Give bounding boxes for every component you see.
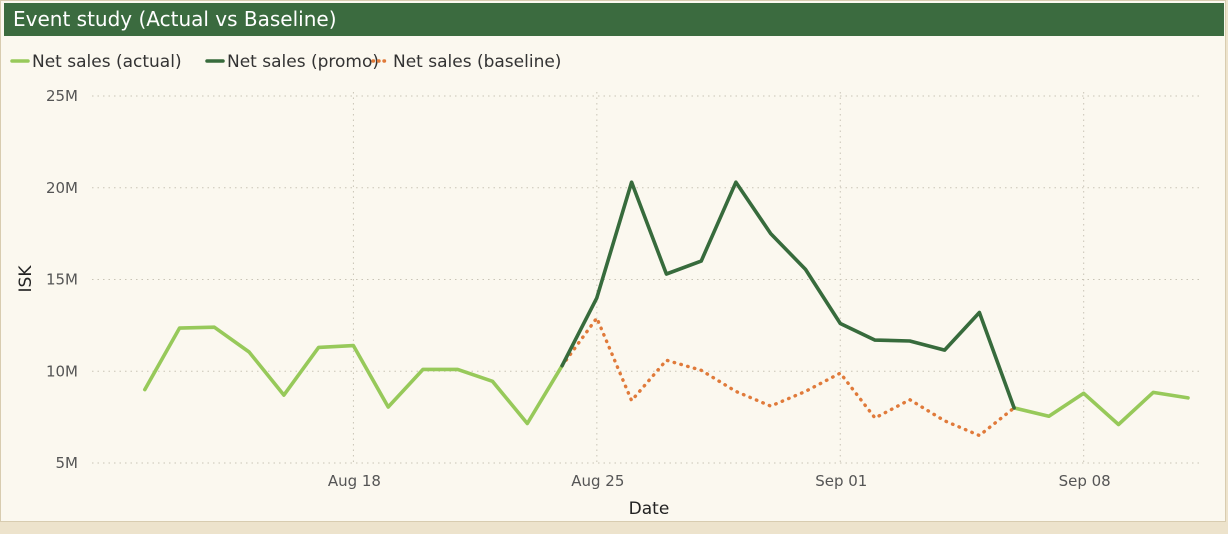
series-line-actual[interactable] — [1012, 390, 1190, 427]
x-tick-label: Aug 25 — [571, 472, 624, 490]
x-axis-ticks: Aug 18 Aug 25 Sep 01 Sep 08 — [328, 472, 1111, 490]
x-axis-title: Date — [629, 499, 670, 519]
title-bar: Event study (Actual vs Baseline) — [4, 3, 1224, 36]
y-tick-label: 15M — [46, 271, 78, 289]
legend-item[interactable]: Net sales (actual) — [10, 52, 182, 72]
legend-label: Net sales (actual) — [32, 52, 182, 72]
x-tick-label: Sep 08 — [1059, 472, 1111, 490]
legend-item[interactable]: Net sales (baseline) — [371, 52, 561, 72]
legend-label: Net sales (promo) — [227, 52, 379, 72]
y-axis-title: ISK — [16, 265, 36, 293]
grid-lines — [92, 92, 1200, 464]
chart-card: Event study (Actual vs Baseline) — [0, 0, 1226, 522]
series-line-baseline[interactable] — [560, 316, 1016, 438]
y-axis-ticks: 5M 10M 15M 20M 25M — [46, 87, 78, 472]
series-line-promo[interactable] — [560, 180, 1016, 410]
legend[interactable]: Net sales (actual) Net sales (promo) Net s… — [10, 52, 561, 72]
series-lines — [143, 180, 1190, 438]
y-tick-label: 10M — [46, 362, 78, 380]
legend-item[interactable]: Net sales (promo) — [205, 52, 379, 72]
series-line-actual[interactable] — [143, 325, 564, 426]
y-tick-label: 20M — [46, 179, 78, 197]
chart-title: Event study (Actual vs Baseline) — [13, 7, 337, 31]
y-tick-label: 25M — [46, 87, 78, 105]
legend-label: Net sales (baseline) — [393, 52, 561, 72]
y-tick-label: 5M — [56, 454, 79, 472]
x-tick-label: Sep 01 — [815, 472, 867, 490]
x-tick-label: Aug 18 — [328, 472, 381, 490]
